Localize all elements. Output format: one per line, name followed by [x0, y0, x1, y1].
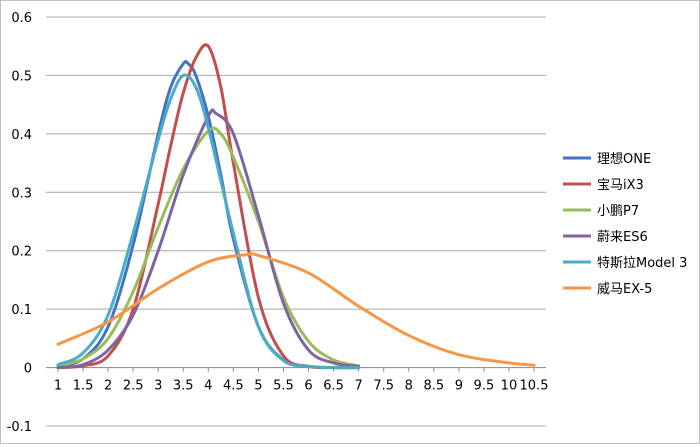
x-tick-label: 4 — [204, 379, 212, 394]
x-tick-label: 10.5 — [520, 379, 549, 394]
legend-label: 理想ONE — [597, 151, 651, 167]
x-tick-label: 7 — [354, 379, 362, 394]
y-tick-label: 0.5 — [11, 69, 32, 84]
x-tick-label: 3 — [154, 379, 162, 394]
series-line-5 — [56, 73, 361, 370]
x-tick-label: 6.5 — [323, 379, 344, 394]
x-tick-label: 1.5 — [73, 379, 94, 394]
y-tick-label: -0.1 — [7, 420, 32, 435]
x-tick-label: 10 — [501, 379, 518, 394]
y-tick-label: 0.6 — [11, 11, 32, 26]
x-tick-label: 7.5 — [373, 379, 394, 394]
y-tick-label: 0.3 — [11, 186, 32, 201]
legend-label: 威马EX-5 — [597, 282, 652, 297]
series-line-2 — [56, 43, 361, 370]
x-tick-label: 5.5 — [273, 379, 294, 394]
y-tick-label: 0.2 — [11, 245, 32, 260]
x-tick-label: 9 — [455, 379, 463, 394]
series-line-4 — [56, 108, 361, 370]
x-tick-label: 4.5 — [223, 379, 244, 394]
y-tick-label: 0.4 — [11, 128, 32, 143]
x-tick-label: 9.5 — [474, 379, 495, 394]
x-tick-label: 1 — [54, 379, 62, 394]
x-tick-label: 6 — [304, 379, 312, 394]
y-tick-label: 0.1 — [11, 303, 32, 318]
x-tick-label: 3.5 — [173, 379, 194, 394]
x-tick-label: 2 — [104, 379, 112, 394]
x-tick-label: 8 — [405, 379, 413, 394]
series-line-6 — [56, 252, 536, 367]
series-line-1 — [56, 60, 361, 370]
series-line-3 — [56, 126, 361, 368]
legend: 理想ONE 宝马iX3 小鹏P7 蔚来ES6 特斯拉Model 3 威马EX-5 — [563, 151, 687, 297]
x-tick-label: 8.5 — [423, 379, 444, 394]
legend-label: 小鹏P7 — [597, 204, 639, 219]
x-tick-label: 2.5 — [123, 379, 144, 394]
legend-label: 蔚来ES6 — [597, 230, 648, 245]
x-axis-tick-labels: 1 1.5 2 2.5 3 3.5 4 4.5 5 5.5 6 6.5 7 7.5 8 8.5 9 9.5 10 10… — [54, 379, 549, 394]
series-lines — [56, 43, 536, 370]
y-tick-label: 0 — [24, 362, 32, 377]
x-tick-label: 5 — [254, 379, 262, 394]
legend-label: 特斯拉Model 3 — [597, 256, 687, 271]
y-axis-tick-labels: 0.6 0.5 0.4 0.3 0.2 0.1 0 -0.1 — [7, 11, 32, 435]
legend-label: 宝马iX3 — [597, 178, 644, 193]
